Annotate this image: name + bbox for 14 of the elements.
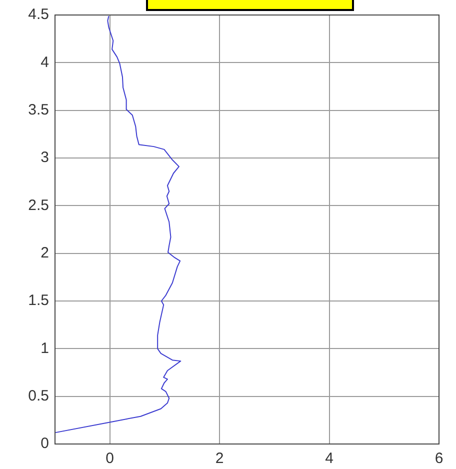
y-tick-label: 4.5: [28, 6, 49, 24]
y-tick-label: 4: [40, 54, 49, 71]
y-tick-label: 3.5: [28, 101, 49, 118]
x-tick-label: 0: [106, 450, 114, 468]
y-tick-label: 2.5: [28, 196, 49, 214]
y-tick-label: 3: [40, 149, 49, 166]
y-tick-label: 0: [40, 435, 49, 452]
y-tick-label: 1.5: [28, 292, 49, 310]
y-tick-label: 1: [40, 340, 49, 357]
x-tick-label: 4: [325, 450, 334, 468]
y-tick-label: 2: [40, 244, 49, 262]
x-tick-label: 2: [215, 450, 224, 468]
y-tick-label: 0.5: [28, 387, 49, 404]
x-tick-label: 6: [434, 450, 444, 468]
